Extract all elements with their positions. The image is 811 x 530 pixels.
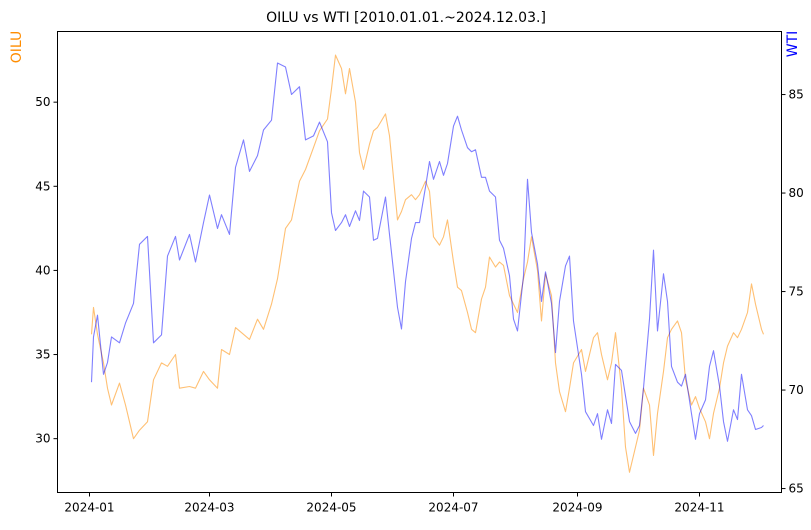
y-axis-left: 30 35 40 45 50 [35,95,58,446]
x-tick-label: 2024-03 [184,501,234,515]
y-left-tick-label: 45 [35,179,50,193]
series-line-oilu [90,54,765,473]
y-left-tick-label: 50 [35,95,50,109]
y-right-tick-label: 80 [789,186,804,200]
y-axis-left-label: OILU [9,31,25,64]
x-tick-label: 2024-07 [428,501,478,515]
y-right-tick-label: 70 [789,383,804,397]
chart-title: OILU vs WTI [2010.01.01.~2024.12.03.] [266,10,546,26]
y-right-tick-label: 65 [789,482,804,496]
x-tick-label: 2024-11 [674,501,724,515]
x-tick-label: 2024-01 [64,501,114,515]
y-left-tick-label: 30 [35,432,50,446]
plot-frame [57,31,782,493]
series-layer [90,54,765,473]
x-axis: 2024-01 2024-03 2024-05 2024-07 2024-09 2024-… [64,492,725,515]
y-left-tick-label: 35 [35,348,50,362]
y-right-tick-label: 75 [789,285,804,299]
y-axis-right: 65 70 75 80 85 [781,88,804,496]
x-tick-label: 2024-05 [306,501,356,515]
y-right-tick-label: 85 [789,88,804,102]
y-left-tick-label: 40 [35,263,50,277]
y-axis-right-label: WTI [785,31,801,58]
series-line-wti [90,62,764,442]
x-tick-label: 2024-09 [552,501,602,515]
